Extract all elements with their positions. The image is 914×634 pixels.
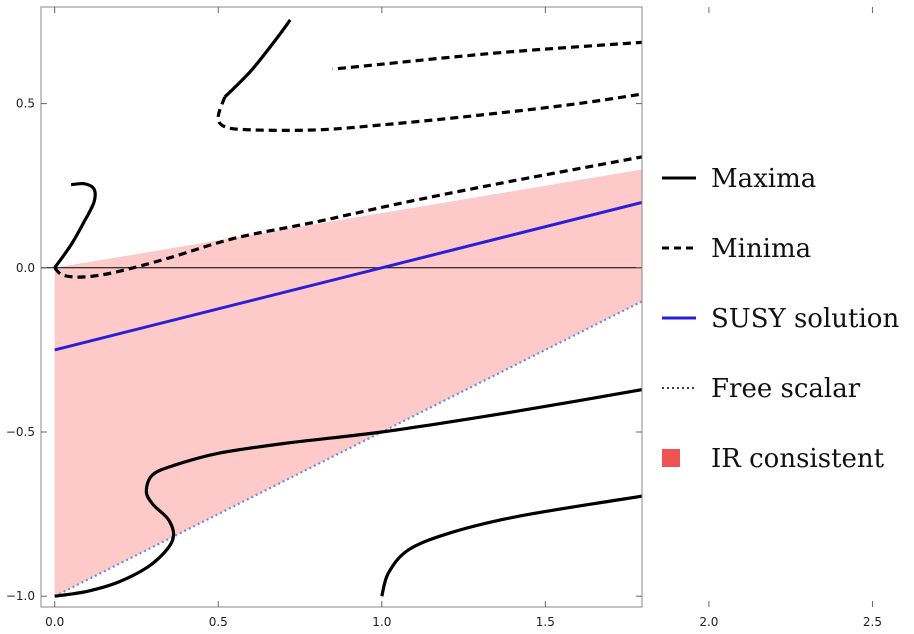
minima-curve-3 (53, 155, 642, 279)
legend-label: Free scalar (711, 374, 861, 404)
legend: Maxima Minima SUSY solution Free scalar IR c… (662, 164, 899, 474)
y-tick-label: 0.5 (16, 97, 35, 111)
x-tick-label: 1.5 (536, 615, 555, 629)
maxima-curve-2 (53, 181, 97, 269)
y-tick-label: −1.0 (6, 589, 35, 603)
x-tick-label: 1.0 (372, 615, 391, 629)
legend-label: IR consistent (711, 444, 885, 474)
plot-area (41, 18, 914, 598)
axes: 0.00.51.01.52.02.53.03.5−1.0−0.50.00.5 (6, 7, 882, 629)
legend-item-minima: Minima (662, 234, 811, 264)
y-tick-label: −0.5 (6, 425, 35, 439)
x-tick-label: 2.5 (863, 615, 882, 629)
susy-curve-9 (54, 200, 642, 352)
legend-swatch-ir (662, 449, 680, 467)
plot-frame (40, 6, 643, 608)
minima-curve-8 (216, 40, 642, 132)
legend-item-free-scalar: Free scalar (662, 374, 861, 404)
maxima-curve-0 (54, 387, 642, 598)
x-tick-label: 0.5 (209, 615, 228, 629)
minima-curve-6 (725, 517, 914, 596)
maxima-curve-4 (380, 494, 642, 597)
legend-label: Minima (711, 234, 811, 264)
y-tick-label: 0.0 (16, 261, 35, 275)
legend-label: SUSY solution (711, 304, 899, 334)
maxima-curve-7 (223, 18, 292, 99)
legend-item-ir: IR consistent (662, 444, 885, 474)
legend-label: Maxima (711, 164, 816, 194)
ir-consistent-region (54, 169, 642, 597)
free-scalar-curve-10 (54, 300, 642, 598)
legend-item-maxima: Maxima (662, 164, 816, 194)
x-tick-label: 0.0 (45, 615, 64, 629)
legend-item-susy: SUSY solution (662, 304, 899, 334)
x-tick-label: 2.0 (699, 615, 718, 629)
